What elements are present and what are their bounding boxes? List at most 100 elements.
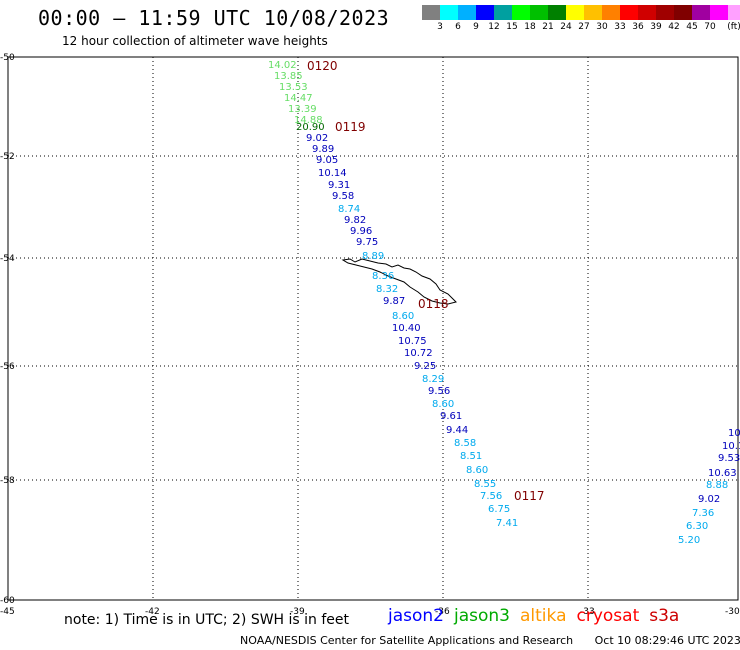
wave-height-label: 13.85 <box>274 71 303 82</box>
satellite-cryosat: cryosat <box>576 606 640 626</box>
colorbar-swatch <box>422 5 440 20</box>
colorbar-label: 3 <box>437 22 443 32</box>
wave-height-label: 8.60 <box>392 311 414 322</box>
wave-height-label: 10.72 <box>404 348 433 359</box>
wave-height-label: 14.47 <box>284 93 313 104</box>
lon-tick-label: -30 <box>725 607 740 617</box>
wave-height-label: 6.75 <box>488 504 510 515</box>
lat-tick-label: -60 <box>0 596 15 606</box>
colorbar-swatch <box>728 5 740 20</box>
wave-height-label: 8.32 <box>376 284 398 295</box>
wave-height-label: 13.53 <box>279 82 308 93</box>
colorbar-swatch <box>620 5 638 20</box>
satellite-altika: altika <box>520 606 567 626</box>
track-time-label: 0118 <box>418 297 449 311</box>
colorbar-swatch <box>458 5 476 20</box>
wave-height-label: 9.25 <box>414 361 436 372</box>
wave-height-label: 13.39 <box>288 104 317 115</box>
footer-timestamp: Oct 10 08:29:46 UTC 2023 <box>594 634 740 647</box>
wave-height-label: 8.29 <box>422 374 444 385</box>
colorbar <box>422 5 740 20</box>
wave-height-label: 9.31 <box>328 180 350 191</box>
lon-tick-label: -36 <box>435 607 450 617</box>
wave-height-label: 9.53 <box>718 453 740 464</box>
wave-height-label: 10.75 <box>398 336 427 347</box>
wave-height-label: 10.63 <box>708 468 737 479</box>
colorbar-swatch <box>584 5 602 20</box>
wave-height-label: 8.55 <box>474 479 496 490</box>
lon-tick-label: -45 <box>0 607 15 617</box>
wave-height-label: 7.56 <box>480 491 502 502</box>
colorbar-label: 30 <box>596 22 608 32</box>
wave-height-label: 10.14 <box>318 168 347 179</box>
colorbar-swatch <box>494 5 512 20</box>
colorbar-label: 42 <box>668 22 680 32</box>
satellite-jason3: jason3 <box>454 606 510 626</box>
wave-height-label: 8.88 <box>706 480 728 491</box>
track-time-label: 0120 <box>307 59 338 73</box>
colorbar-swatch <box>674 5 692 20</box>
colorbar-label: 21 <box>542 22 554 32</box>
wave-height-label: 9.02 <box>698 494 720 505</box>
colorbar-label: 24 <box>560 22 572 32</box>
colorbar-swatch <box>512 5 530 20</box>
colorbar-swatch <box>656 5 674 20</box>
colorbar-swatch <box>692 5 710 20</box>
satellite-legend: jason2 jason3 altika cryosat s3a <box>388 606 689 626</box>
wave-height-label: 8.89 <box>362 251 384 262</box>
colorbar-swatch <box>566 5 584 20</box>
colorbar-labels: 3 6 9 12 15 18 21 24 27 30 33 36 39 42 45 70 (ft) <box>422 22 740 34</box>
lat-tick-label: -50 <box>0 53 15 63</box>
wave-height-label: 9.02 <box>306 133 328 144</box>
lon-tick-label: -33 <box>580 607 595 617</box>
wave-height-label: 9.05 <box>316 155 338 166</box>
wave-height-label: 9.89 <box>312 144 334 155</box>
wave-height-label: 9.75 <box>356 237 378 248</box>
wave-height-label: 7.41 <box>496 518 518 529</box>
wave-height-label: 14.02 <box>268 60 297 71</box>
colorbar-swatch <box>638 5 656 20</box>
colorbar-label: 9 <box>473 22 479 32</box>
track-time-label: 0117 <box>514 489 545 503</box>
wave-height-label: 9.44 <box>446 425 468 436</box>
footer: NOAA/NESDIS Center for Satellite Applica… <box>240 634 740 647</box>
colorbar-label: 12 <box>488 22 500 32</box>
map-frame <box>7 56 739 601</box>
island-outline <box>341 258 457 305</box>
wave-height-label: 10.40 <box>392 323 421 334</box>
wave-height-label: 8.60 <box>432 399 454 410</box>
wave-height-label: 8.51 <box>460 451 482 462</box>
wave-height-label: 7.36 <box>692 508 714 519</box>
page-title: 00:00 – 11:59 UTC 10/08/2023 <box>38 6 390 30</box>
lat-tick-label: -56 <box>0 362 15 372</box>
lon-tick-label: -39 <box>290 607 305 617</box>
colorbar-label: 18 <box>524 22 536 32</box>
lat-tick-label: -58 <box>0 476 15 486</box>
page-subtitle: 12 hour collection of altimeter wave hei… <box>62 34 328 48</box>
wave-height-label: 9.87 <box>383 296 405 307</box>
colorbar-label: 45 <box>686 22 698 32</box>
wave-height-label: 9.82 <box>344 215 366 226</box>
wave-height-label: 14.88 <box>294 115 323 126</box>
lat-tick-label: -54 <box>0 254 15 264</box>
wave-height-label: 6.30 <box>686 521 708 532</box>
colorbar-swatch <box>710 5 728 20</box>
lat-tick-label: -52 <box>0 152 15 162</box>
wave-height-label: 10 <box>728 428 740 439</box>
wave-height-label: 5.20 <box>678 535 700 546</box>
wave-height-label: 8.36 <box>372 271 394 282</box>
wave-height-label: 9.56 <box>428 386 450 397</box>
wave-height-label: 8.60 <box>466 465 488 476</box>
colorbar-label: 27 <box>578 22 590 32</box>
wave-height-label: 20.90 <box>296 122 325 133</box>
colorbar-label: 39 <box>650 22 662 32</box>
lon-tick-label: -42 <box>145 607 160 617</box>
colorbar-swatch <box>548 5 566 20</box>
colorbar-label: 6 <box>455 22 461 32</box>
wave-height-label: 10.1 <box>722 441 740 452</box>
note-text: note: 1) Time is in UTC; 2) SWH is in fe… <box>64 612 350 628</box>
satellite-jason2: jason2 <box>388 606 444 626</box>
colorbar-swatch <box>440 5 458 20</box>
colorbar-swatch <box>476 5 494 20</box>
